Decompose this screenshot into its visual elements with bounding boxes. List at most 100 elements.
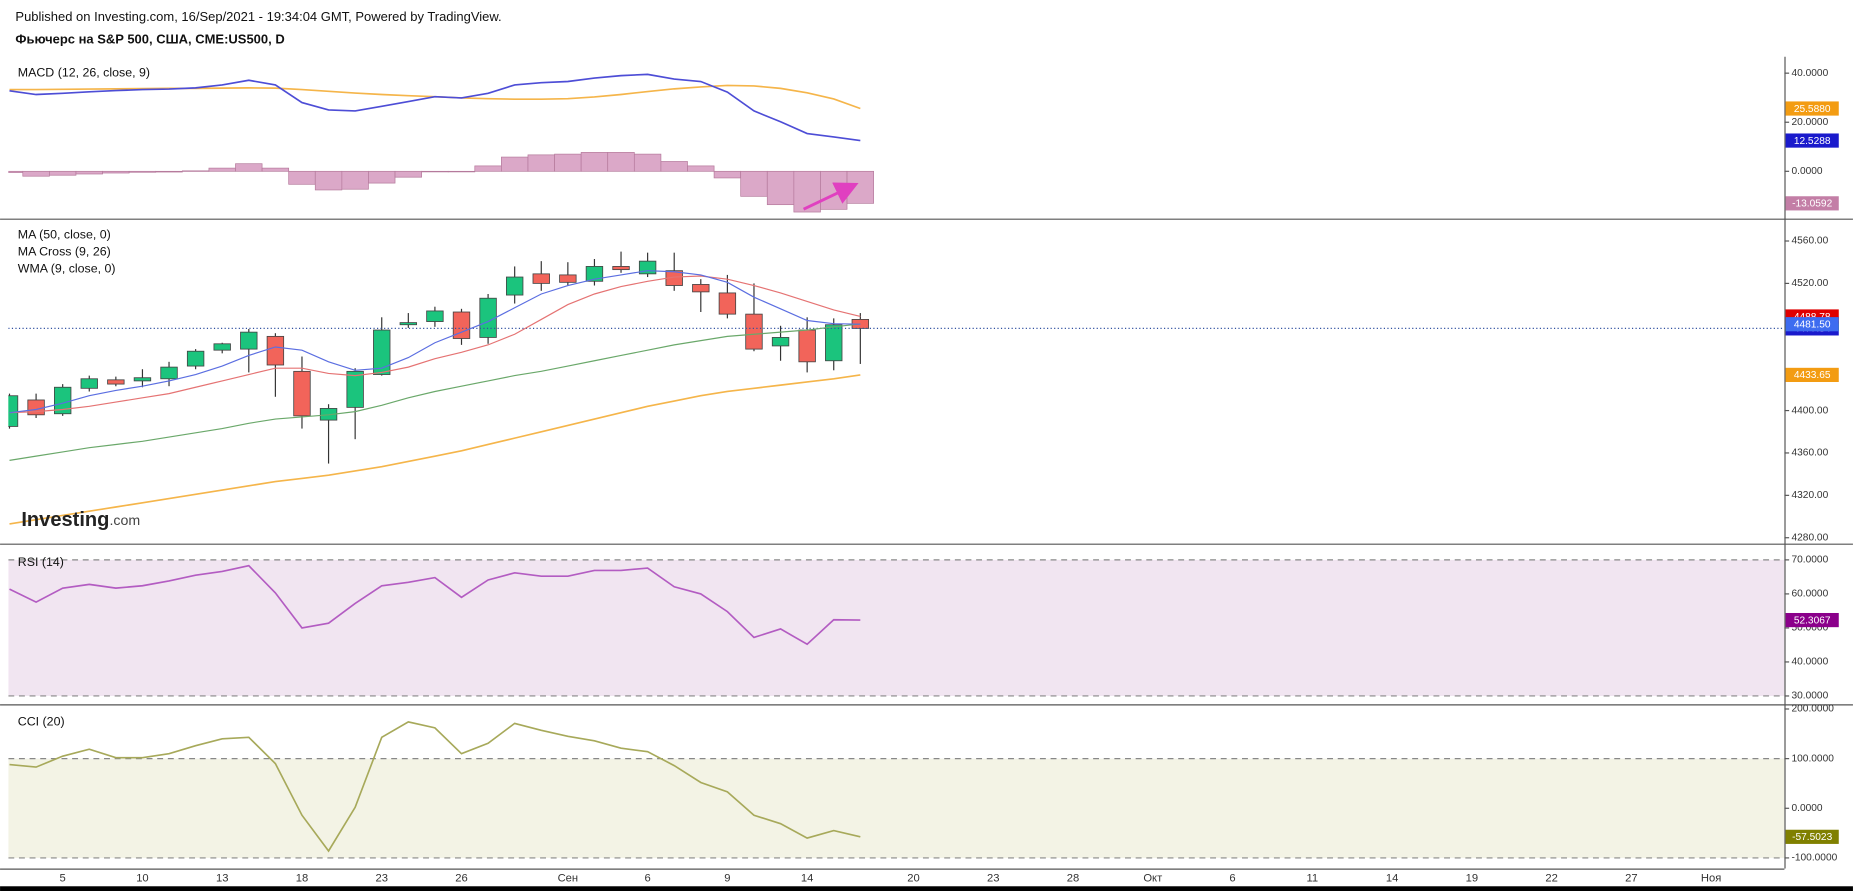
x-tick-label: 27 <box>1625 873 1637 885</box>
candle-body <box>745 313 763 350</box>
histogram-bar <box>660 161 688 172</box>
histogram-bar <box>527 154 555 172</box>
y-tick-label: 4400.00 <box>1792 405 1829 416</box>
candle-body <box>452 311 471 339</box>
histogram-bar <box>713 170 742 179</box>
last-value-label: 4433.65 <box>1794 370 1831 381</box>
histogram-bar <box>75 170 103 175</box>
histogram-bar <box>554 153 582 172</box>
y-tick-label: 4360.00 <box>1792 448 1829 459</box>
histogram-bar <box>607 152 635 172</box>
histogram-bar <box>181 170 210 172</box>
x-tick-label: 6 <box>1229 873 1235 885</box>
last-value-label: -57.5023 <box>1792 832 1832 843</box>
candle-body <box>718 292 737 315</box>
candle-body <box>80 378 98 389</box>
indicator-legend: MA Cross (9, 26) <box>18 245 111 259</box>
histogram-bar <box>314 170 343 191</box>
y-tick-label: 100.0000 <box>1792 753 1835 764</box>
candle-body <box>399 322 418 326</box>
y-tick-label: 0.0000 <box>1792 166 1823 177</box>
watermark: Investing.com <box>21 509 140 531</box>
bottom-bar <box>0 886 1853 891</box>
candle-body <box>559 274 577 283</box>
last-value-box <box>1785 101 1839 116</box>
histogram-bar <box>368 170 396 184</box>
x-tick-label: Сен <box>558 873 579 885</box>
candle-body <box>107 379 125 385</box>
y-tick-label: 0.0000 <box>1792 803 1823 814</box>
last-value-box <box>1785 612 1839 628</box>
candle-body <box>825 324 843 362</box>
series-line <box>9 721 861 853</box>
candle-body <box>798 329 816 363</box>
x-tick-label: 13 <box>216 873 228 885</box>
histogram-bar <box>235 163 263 172</box>
plot-area <box>8 73 1785 859</box>
y-tick-label: 50.0000 <box>1792 623 1829 634</box>
histogram-bar <box>102 170 130 174</box>
last-value-box <box>1785 196 1839 211</box>
x-tick-label: 14 <box>801 873 813 885</box>
histogram-bar <box>128 170 157 173</box>
histogram-bar <box>447 170 476 173</box>
series-line <box>9 323 861 461</box>
histogram-bar <box>580 152 609 172</box>
histogram-bar <box>421 170 449 173</box>
candle-body <box>240 331 258 350</box>
candle-body <box>27 399 45 416</box>
y-tick-label: 200.0000 <box>1792 704 1835 715</box>
x-tick-label: 22 <box>1545 873 1557 885</box>
histogram-bar <box>288 170 316 185</box>
last-value-label: 52.3067 <box>1794 615 1831 626</box>
x-tick-label: 14 <box>1386 873 1398 885</box>
y-tick-label: 4280.00 <box>1792 532 1829 543</box>
series-line <box>9 564 861 646</box>
x-tick-label: 23 <box>375 873 387 885</box>
candle-body <box>346 370 364 408</box>
annotation-arrow <box>802 182 859 211</box>
y-tick-label: 40.0000 <box>1792 68 1829 79</box>
last-value-label: 12.5288 <box>1794 136 1831 147</box>
band <box>8 758 1785 858</box>
histogram-bar <box>687 165 715 172</box>
candle-body <box>266 335 285 366</box>
x-tick-label: 26 <box>455 873 467 885</box>
last-value-box <box>1785 367 1839 382</box>
histogram-bar <box>22 170 50 177</box>
candle-body <box>373 329 391 375</box>
band <box>8 559 1785 696</box>
panel-title: CCI (20) <box>18 714 65 728</box>
panel-title: RSI (14) <box>18 555 64 569</box>
x-tick-label: 11 <box>1306 873 1318 885</box>
candle-body <box>213 343 231 351</box>
histogram-bar <box>394 170 422 178</box>
candle-body <box>771 337 790 347</box>
y-tick-label: 4520.00 <box>1792 278 1829 289</box>
x-tick-label: 10 <box>136 873 148 885</box>
instrument-title: Фьючерс на S&P 500, США, CME:US500, D <box>15 32 284 47</box>
candle-body <box>692 284 710 293</box>
histogram-bar <box>633 153 662 172</box>
candle-body <box>585 266 604 282</box>
candle-body <box>293 370 311 417</box>
histogram-bar <box>208 167 236 172</box>
histogram-bar <box>261 167 290 172</box>
last-value-box <box>1785 317 1839 332</box>
last-value-box <box>1785 133 1839 148</box>
candle-body <box>612 266 630 271</box>
series-line <box>9 270 861 414</box>
last-value-label: 25.5880 <box>1794 104 1831 115</box>
last-value-label: -13.0592 <box>1792 199 1832 210</box>
candle-body <box>133 377 152 382</box>
y-tick-label: 60.0000 <box>1792 589 1829 600</box>
candle-body <box>186 350 205 367</box>
last-value-box <box>1785 829 1839 844</box>
histogram-bar <box>49 170 77 176</box>
x-tick-label: 6 <box>644 873 650 885</box>
histogram-bar <box>793 170 821 213</box>
histogram-bar <box>341 170 369 190</box>
panel-title: MACD (12, 26, close, 9) <box>18 66 150 80</box>
y-tick-label: -100.0000 <box>1792 853 1838 864</box>
